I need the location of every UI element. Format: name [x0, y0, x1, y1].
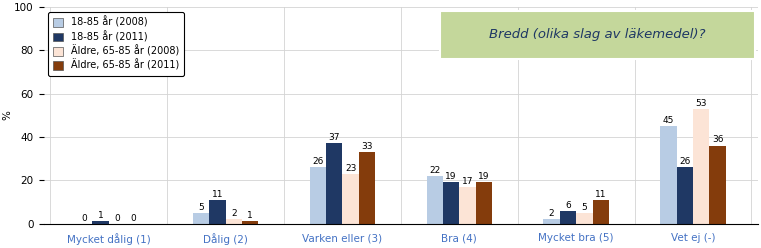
- Text: 5: 5: [198, 203, 204, 212]
- Text: 37: 37: [329, 133, 340, 142]
- Bar: [709, 146, 726, 224]
- Text: 1: 1: [247, 211, 253, 220]
- Legend: 18-85 år (2008), 18-85 år (2011), Äldre, 65-85 år (2008), Äldre, 65-85 år (2011): 18-85 år (2008), 18-85 år (2011), Äldre,…: [49, 12, 184, 76]
- Bar: [193, 213, 209, 224]
- Bar: [593, 200, 609, 224]
- Bar: [326, 143, 342, 224]
- Text: 0: 0: [114, 214, 119, 222]
- Text: 5: 5: [581, 203, 587, 212]
- Text: 19: 19: [478, 172, 489, 181]
- Text: 23: 23: [345, 164, 356, 173]
- Text: Bredd (olika slag av läkemedel)?: Bredd (olika slag av läkemedel)?: [489, 29, 705, 41]
- Text: 11: 11: [595, 190, 607, 199]
- Text: 0: 0: [81, 214, 87, 222]
- Bar: [543, 219, 560, 224]
- Text: 53: 53: [696, 99, 707, 108]
- Bar: [342, 174, 358, 224]
- Bar: [92, 221, 109, 224]
- Text: 22: 22: [429, 166, 441, 175]
- Bar: [242, 221, 258, 224]
- Text: 17: 17: [462, 177, 473, 186]
- Bar: [225, 219, 242, 224]
- Bar: [358, 152, 375, 224]
- FancyBboxPatch shape: [440, 11, 755, 59]
- Bar: [427, 176, 443, 224]
- Text: 0: 0: [130, 214, 136, 222]
- Text: 11: 11: [212, 190, 223, 199]
- Bar: [693, 109, 709, 224]
- Bar: [560, 211, 576, 224]
- Bar: [661, 126, 677, 224]
- Text: 2: 2: [231, 209, 237, 218]
- Text: 2: 2: [549, 209, 555, 218]
- Text: 36: 36: [712, 135, 723, 144]
- Bar: [460, 187, 476, 224]
- Text: 19: 19: [445, 172, 457, 181]
- Bar: [443, 182, 460, 224]
- Text: 26: 26: [312, 157, 323, 166]
- Text: 1: 1: [97, 211, 103, 220]
- Text: 6: 6: [565, 200, 571, 210]
- Text: 45: 45: [663, 116, 674, 125]
- Bar: [576, 213, 593, 224]
- Bar: [209, 200, 225, 224]
- Bar: [310, 167, 326, 224]
- Bar: [677, 167, 693, 224]
- Bar: [476, 182, 492, 224]
- Text: 33: 33: [361, 142, 373, 151]
- Text: 26: 26: [679, 157, 690, 166]
- Y-axis label: %: %: [3, 110, 13, 120]
